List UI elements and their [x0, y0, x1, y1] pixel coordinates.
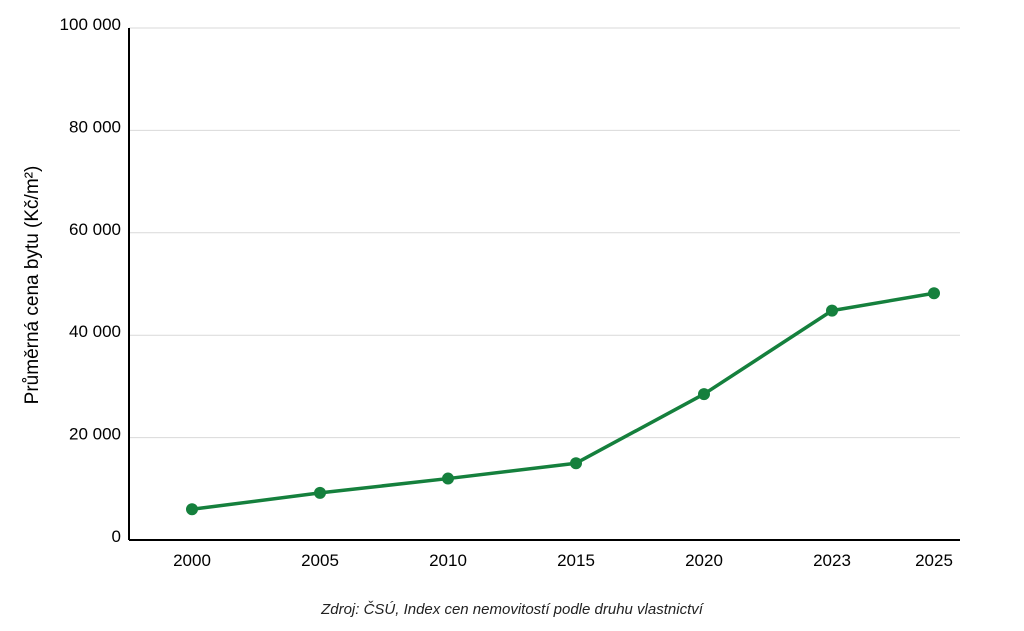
data-point: [826, 304, 838, 317]
x-tick-label: 2000: [173, 551, 211, 570]
series-group: [186, 287, 940, 516]
data-point: [442, 472, 454, 485]
gridlines: [129, 27, 960, 439]
data-point: [928, 287, 940, 300]
x-tick-label: 2010: [429, 551, 467, 570]
y-tick-label: 100 000: [60, 15, 121, 34]
series-line: [190, 291, 936, 512]
x-tick-label: 2023: [813, 551, 851, 570]
x-tick-label: 2020: [685, 551, 723, 570]
data-point: [698, 388, 710, 401]
y-tick-label: 0: [112, 527, 121, 546]
x-tick-label: 2025: [915, 551, 953, 570]
y-axis-label: Průměrná cena bytu (Kč/m²): [22, 166, 43, 405]
y-tick-label: 20 000: [69, 425, 121, 444]
source-note: Zdroj: ČSÚ, Index cen nemovitostí podle …: [321, 601, 703, 618]
data-point: [186, 503, 198, 516]
y-tick-label: 40 000: [69, 322, 121, 341]
x-tick-label: 2015: [557, 551, 595, 570]
x-tick-label: 2005: [301, 551, 339, 570]
y-tick-label: 80 000: [69, 117, 121, 136]
data-point: [570, 457, 582, 470]
data-point: [314, 486, 326, 499]
axes: [128, 28, 960, 541]
x-tick-labels: 2000 2005 2010 2015 2020 2023 2025: [173, 551, 953, 570]
y-tick-label: 60 000: [69, 220, 121, 239]
y-tick-labels: 0 20 000 40 000 60 000 80 000 100 000: [60, 15, 121, 546]
